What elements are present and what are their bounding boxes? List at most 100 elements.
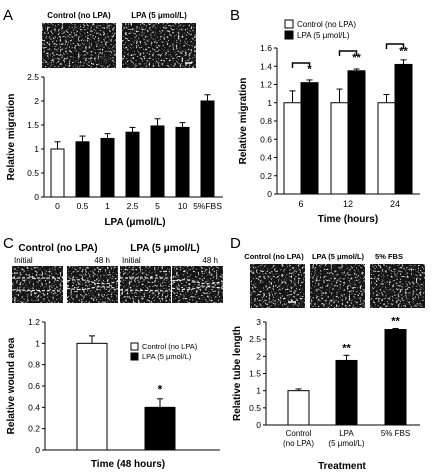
panel-c-ytick-label: 0 <box>35 445 40 455</box>
panel-d-micrograph-texture <box>370 264 425 308</box>
panel-d-ytick-label: 3 <box>256 317 261 327</box>
panel-d-category-label: 5% FBS <box>381 429 410 438</box>
panel-d-image-label: 5% FBS <box>375 252 403 261</box>
panel-d-ytick-label: 0.5 <box>249 403 261 413</box>
panel-c-scratch-image-texture <box>120 266 171 303</box>
panel-b-bar-lpa <box>300 82 319 195</box>
panel-c-scratch-image-texture <box>67 266 118 303</box>
panel-b-significance-marker: ** <box>399 45 408 57</box>
panel-a-micrograph-control <box>42 23 116 68</box>
panel-c-wound-edge-line <box>11 289 64 292</box>
panel-b-significance-bracket <box>338 50 358 56</box>
panel-c-bar-lpa <box>144 406 176 451</box>
panel-label-a: A <box>3 7 13 24</box>
panel-b-category-label: 6 <box>298 199 303 209</box>
panel-c-ytick-label: 1 <box>35 338 40 348</box>
panel-b-ytick-label: 1 <box>267 98 272 108</box>
panel-c-wound-edge-line <box>119 289 172 292</box>
panel-c-legend-swatch-control <box>130 342 139 351</box>
panel-a-ytick-label: 0 <box>34 192 39 202</box>
panel-a-y-axis-title: Relative migration <box>6 94 17 181</box>
panel-b-category-label: 12 <box>343 199 353 209</box>
panel-label-d: D <box>230 235 241 252</box>
panel-label-c: C <box>3 235 14 252</box>
panel-b: B 0 0.2 0.4 0.6 0.8 1 1.2 1.4 1.6 * 6 ** 12 ** 24 Contro… <box>230 7 420 225</box>
panel-a-ytick-label: 1.5 <box>27 120 39 130</box>
panel-c-image-sublabel: 48 h <box>202 256 218 265</box>
panel-a-image-label: LPA (5 μmol/L) <box>131 11 187 20</box>
panel-c-wound-edge-line <box>171 286 224 290</box>
panel-d-micrograph-texture <box>250 264 305 308</box>
panel-d-x-axis-title: Treatment <box>318 461 366 472</box>
panel-c-image-label: LPA (5 μmol/L) <box>130 243 199 254</box>
panel-a-bar <box>150 125 165 198</box>
panel-c-bar-control <box>76 342 108 451</box>
panel-a-micrograph-control-texture <box>42 23 116 68</box>
panel-b-x-axis-title: Time (hours) <box>318 214 378 225</box>
panel-c-scratch-image-texture <box>12 266 63 303</box>
panel-a-category-label: 5%FBS <box>193 201 222 211</box>
panel-b-legend-label: LPA (5 μmol/L) <box>297 31 350 40</box>
panel-a-bar <box>200 100 215 198</box>
panel-c-legend-swatch-lpa <box>130 352 139 361</box>
panel-a-ytick-label: 0.5 <box>27 168 39 178</box>
panel-b-ytick-label: 1.6 <box>260 43 272 53</box>
panel-c-image-sublabel: Initial <box>14 256 33 265</box>
panel-b-significance-bracket <box>291 62 311 68</box>
panel-d-image-label: Control (no LPA) <box>244 252 304 261</box>
panel-b-bar-lpa <box>394 63 413 195</box>
panel-d-bar <box>335 359 358 426</box>
panel-b-ytick-label: 1.2 <box>260 80 272 90</box>
panel-a-category-label: 1 <box>105 201 110 211</box>
panel-d-ytick-label: 2 <box>256 351 261 361</box>
panel-d-significance-marker: ** <box>391 316 400 328</box>
panel-b-ytick-label: 0.4 <box>260 153 272 163</box>
panel-a-bar <box>100 137 115 198</box>
panel-a-micrograph-lpa-texture <box>122 23 196 68</box>
panel-d-micrograph <box>370 264 425 308</box>
panel-a-bar <box>75 141 90 198</box>
panel-d-category-label: LPA <box>339 429 354 438</box>
panel-d-micrograph-texture <box>310 264 365 308</box>
panel-c-ytick-label: 0.6 <box>28 381 40 391</box>
panel-b-ytick-label: 0.6 <box>260 134 272 144</box>
panel-c-x-axis-title: Time (48 hours) <box>91 459 165 470</box>
panel-c-y-axis-title: Relative wound area <box>6 337 17 434</box>
panel-d-ytick-label: 2.5 <box>249 334 261 344</box>
panel-a-ytick-label: 2.5 <box>27 72 39 82</box>
panel-b-legend-swatch-control <box>284 19 294 29</box>
panel-label-b: B <box>230 7 240 24</box>
panel-b-significance-bracket <box>385 43 405 49</box>
panel-a-category-label: 2.5 <box>127 201 139 211</box>
panel-b-significance-marker: ** <box>352 52 361 64</box>
panel-a-category-label: 0 <box>55 201 60 211</box>
panel-d-y-axis-title: Relative tube length <box>232 326 243 421</box>
panel-a-category-label: 10 <box>178 201 188 211</box>
panel-d-category-label: (no LPA) <box>283 439 314 448</box>
panel-b-ytick-label: 0.8 <box>260 116 272 126</box>
panel-a-bar <box>50 148 65 198</box>
panel-a-category-label: 0.5 <box>77 201 89 211</box>
panel-c-scratch-image <box>12 266 63 303</box>
panel-c-scratch-image-texture <box>172 266 223 303</box>
panel-d-bar <box>287 390 310 426</box>
panel-c-ytick-label: 0.4 <box>28 402 40 412</box>
panel-c-ytick-label: 1.2 <box>28 317 40 327</box>
panel-c-wound-edge-line <box>66 279 119 285</box>
panel-c-scratch-image <box>172 266 223 303</box>
panel-b-bar-control <box>283 102 302 195</box>
panel-b-bar-lpa <box>347 70 366 195</box>
panel-c-scratch-image <box>120 266 171 303</box>
panel-b-ytick-label: 0.2 <box>260 171 272 181</box>
panel-c-ytick-label: 0.2 <box>28 424 40 434</box>
panel-c-legend-label: LPA (5 μmol/L) <box>142 352 192 361</box>
panel-c-image-sublabel: Initial <box>122 256 141 265</box>
panel-d-category-label: Control <box>286 429 312 438</box>
panel-b-bar-control <box>330 102 349 195</box>
panel-a-micrograph-lpa <box>122 23 196 68</box>
panel-d-bar <box>384 329 407 426</box>
panel-a-x-axis-title: LPA (μmol/L) <box>104 217 165 228</box>
panel-b-category-label: 24 <box>390 199 400 209</box>
panel-c-wound-edge-line <box>171 279 224 285</box>
panel-b-ytick-label: 1.4 <box>260 61 272 71</box>
